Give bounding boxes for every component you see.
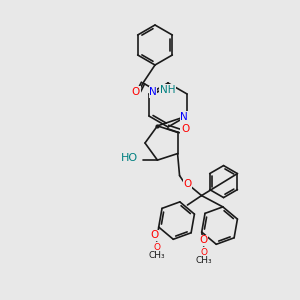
Text: O: O [200,248,207,256]
Text: O: O [182,124,190,134]
Text: O: O [151,230,159,240]
Text: CH₃: CH₃ [148,250,165,260]
Text: O: O [132,87,140,97]
Text: CH₃: CH₃ [195,256,212,265]
Text: O: O [183,178,192,189]
Text: HO: HO [121,153,138,163]
Text: N: N [180,112,188,122]
Text: O: O [181,126,189,136]
Text: N: N [149,87,157,97]
Text: O: O [153,243,160,252]
Text: NH: NH [160,85,176,95]
Text: O: O [200,235,208,245]
